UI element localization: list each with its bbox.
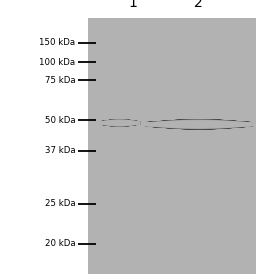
Text: 50 kDa: 50 kDa bbox=[45, 116, 76, 125]
Text: 1: 1 bbox=[129, 0, 137, 10]
Text: 2: 2 bbox=[194, 0, 203, 10]
Text: 20 kDa: 20 kDa bbox=[45, 239, 76, 248]
Bar bbox=[88, 18, 256, 274]
Text: 75 kDa: 75 kDa bbox=[45, 76, 76, 85]
Text: 150 kDa: 150 kDa bbox=[39, 39, 76, 47]
Text: 100 kDa: 100 kDa bbox=[39, 58, 76, 67]
Text: 37 kDa: 37 kDa bbox=[45, 147, 76, 155]
Text: 25 kDa: 25 kDa bbox=[45, 199, 76, 208]
